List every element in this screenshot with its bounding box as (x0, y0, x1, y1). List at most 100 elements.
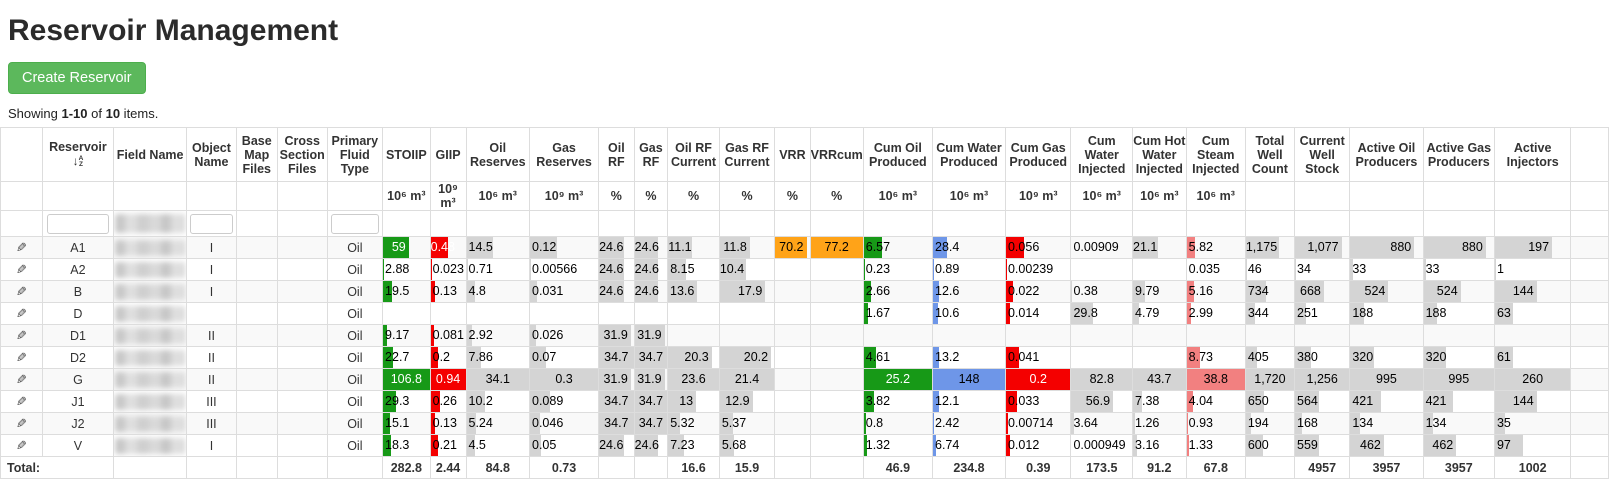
unit-vrr: % (775, 182, 810, 211)
column-header-gas_rf[interactable]: Gas RF (634, 128, 668, 182)
column-header-base_map[interactable]: Base Map Files (236, 128, 277, 182)
edit-pencil-icon[interactable]: ✎ (16, 329, 27, 342)
cell-gas_rf_cur (719, 303, 774, 325)
cell-edit[interactable]: ✎ (1, 413, 43, 435)
cell-cum_steam (1186, 325, 1245, 347)
column-header-cum_wat_inj[interactable]: Cum Water Injected (1071, 128, 1133, 182)
column-header-gas_rf_cur[interactable]: Gas RF Current (719, 128, 774, 182)
cell-cum_steam: 8.73 (1186, 347, 1245, 369)
column-header-oil_rf[interactable]: Oil RF (599, 128, 634, 182)
cell-cum_water: 10.6 (933, 303, 1006, 325)
edit-pencil-icon[interactable]: ✎ (16, 351, 27, 364)
edit-pencil-icon[interactable]: ✎ (16, 395, 27, 408)
column-header-fluid[interactable]: Primary Fluid Type (327, 128, 382, 182)
filter-input-fluid[interactable] (331, 214, 379, 234)
cell-fluid: Oil (327, 259, 382, 281)
cell-gas_reserves: 0.07 (530, 347, 599, 369)
cell-active_inj: 61 (1494, 347, 1570, 369)
cell-cum_oil: 2.66 (863, 281, 932, 303)
cell-edit[interactable]: ✎ (1, 435, 43, 457)
cell-edit[interactable]: ✎ (1, 391, 43, 413)
column-header-active_inj[interactable]: Active Injectors (1494, 128, 1570, 182)
cell-gas_reserves: 0.00566 (530, 259, 599, 281)
cell-active_oil: 462 (1350, 435, 1423, 457)
cell-cum_gas: 0.014 (1005, 303, 1071, 325)
cell-reservoir: D1 (42, 325, 113, 347)
cell-edit[interactable]: ✎ (1, 347, 43, 369)
column-header-total_wells[interactable]: Total Well Count (1245, 128, 1294, 182)
cell-active_inj: 35 (1494, 413, 1570, 435)
edit-pencil-icon[interactable]: ✎ (16, 285, 27, 298)
filter-input-reservoir[interactable] (47, 214, 109, 234)
total-cum_gas: 0.39 (1005, 457, 1071, 479)
column-header-cum_steam[interactable]: Cum Steam Injected (1186, 128, 1245, 182)
cell-reservoir: D2 (42, 347, 113, 369)
cell-cum_wat_inj (1071, 259, 1133, 281)
cell-active_gas: 33 (1423, 259, 1494, 281)
cell-giip: 0.13 (430, 413, 466, 435)
cell-vrrcum (810, 347, 863, 369)
cell-cur_stock: 1,256 (1295, 369, 1350, 391)
cell-oil_reserves: 10.2 (466, 391, 530, 413)
column-header-vrr[interactable]: VRR (775, 128, 810, 182)
filter-input-field-name-redacted[interactable] (115, 214, 184, 233)
cell-vrr (775, 347, 810, 369)
column-header-oil_reserves[interactable]: Oil Reserves (466, 128, 530, 182)
column-header-object_name[interactable]: Object Name (187, 128, 236, 182)
cell-oil_rf_cur: 13.6 (668, 281, 720, 303)
cell-cum_oil: 0.23 (863, 259, 932, 281)
cell-edit[interactable]: ✎ (1, 237, 43, 259)
cell-oil_rf: 24.6 (599, 237, 634, 259)
create-reservoir-button[interactable]: Create Reservoir (8, 62, 146, 94)
column-header-oil_rf_cur[interactable]: Oil RF Current (668, 128, 720, 182)
column-header-cum_oil[interactable]: Cum Oil Produced (863, 128, 932, 182)
column-header-active_oil[interactable]: Active Oil Producers (1350, 128, 1423, 182)
filter-input-object_name[interactable] (190, 214, 233, 234)
column-header-cum_water[interactable]: Cum Water Produced (933, 128, 1006, 182)
column-header-gas_reserves[interactable]: Gas Reserves (530, 128, 599, 182)
column-header-cum_gas[interactable]: Cum Gas Produced (1005, 128, 1071, 182)
cell-edit[interactable]: ✎ (1, 303, 43, 325)
total-cross_section (277, 457, 327, 479)
column-header-active_gas[interactable]: Active Gas Producers (1423, 128, 1494, 182)
cell-total_wells: 194 (1245, 413, 1294, 435)
edit-pencil-icon[interactable]: ✎ (16, 263, 27, 276)
column-header-field_name[interactable]: Field Name (113, 128, 186, 182)
column-header-cross_section[interactable]: Cross Section Files (277, 128, 327, 182)
column-header-cur_stock[interactable]: Current Well Stock (1295, 128, 1350, 182)
column-header-cum_hot_wat[interactable]: Cum Hot Water Injected (1133, 128, 1187, 182)
unit-oil_rf: % (599, 182, 634, 211)
cell-oil_rf_cur: 23.6 (668, 369, 720, 391)
cell-vrr (775, 259, 810, 281)
total-cum_oil: 46.9 (863, 457, 932, 479)
edit-pencil-icon[interactable]: ✎ (16, 307, 27, 320)
total-gas_reserves: 0.73 (530, 457, 599, 479)
cell-object_name (187, 303, 236, 325)
filter-cell-giip (430, 211, 466, 237)
edit-pencil-icon[interactable]: ✎ (16, 241, 27, 254)
cell-oil_rf_cur (668, 325, 720, 347)
cell-edit[interactable]: ✎ (1, 259, 43, 281)
edit-pencil-icon[interactable]: ✎ (16, 417, 27, 430)
cell-cum_steam: 5.82 (1186, 237, 1245, 259)
cell-edit[interactable]: ✎ (1, 325, 43, 347)
filter-cell-oil_rf_cur (668, 211, 720, 237)
column-header-giip[interactable]: GIIP (430, 128, 466, 182)
cell-vrr (775, 303, 810, 325)
column-header-stoiip[interactable]: STOIIP (383, 128, 431, 182)
field-name-redacted (115, 240, 184, 256)
total-cum_hot_wat: 91.2 (1133, 457, 1187, 479)
column-header-vrrcum[interactable]: VRRcum (810, 128, 863, 182)
cell-edit[interactable]: ✎ (1, 281, 43, 303)
filter-cell-oil_rf (599, 211, 634, 237)
edit-pencil-icon[interactable]: ✎ (16, 373, 27, 386)
cell-edit[interactable]: ✎ (1, 369, 43, 391)
edit-pencil-icon[interactable]: ✎ (16, 439, 27, 452)
